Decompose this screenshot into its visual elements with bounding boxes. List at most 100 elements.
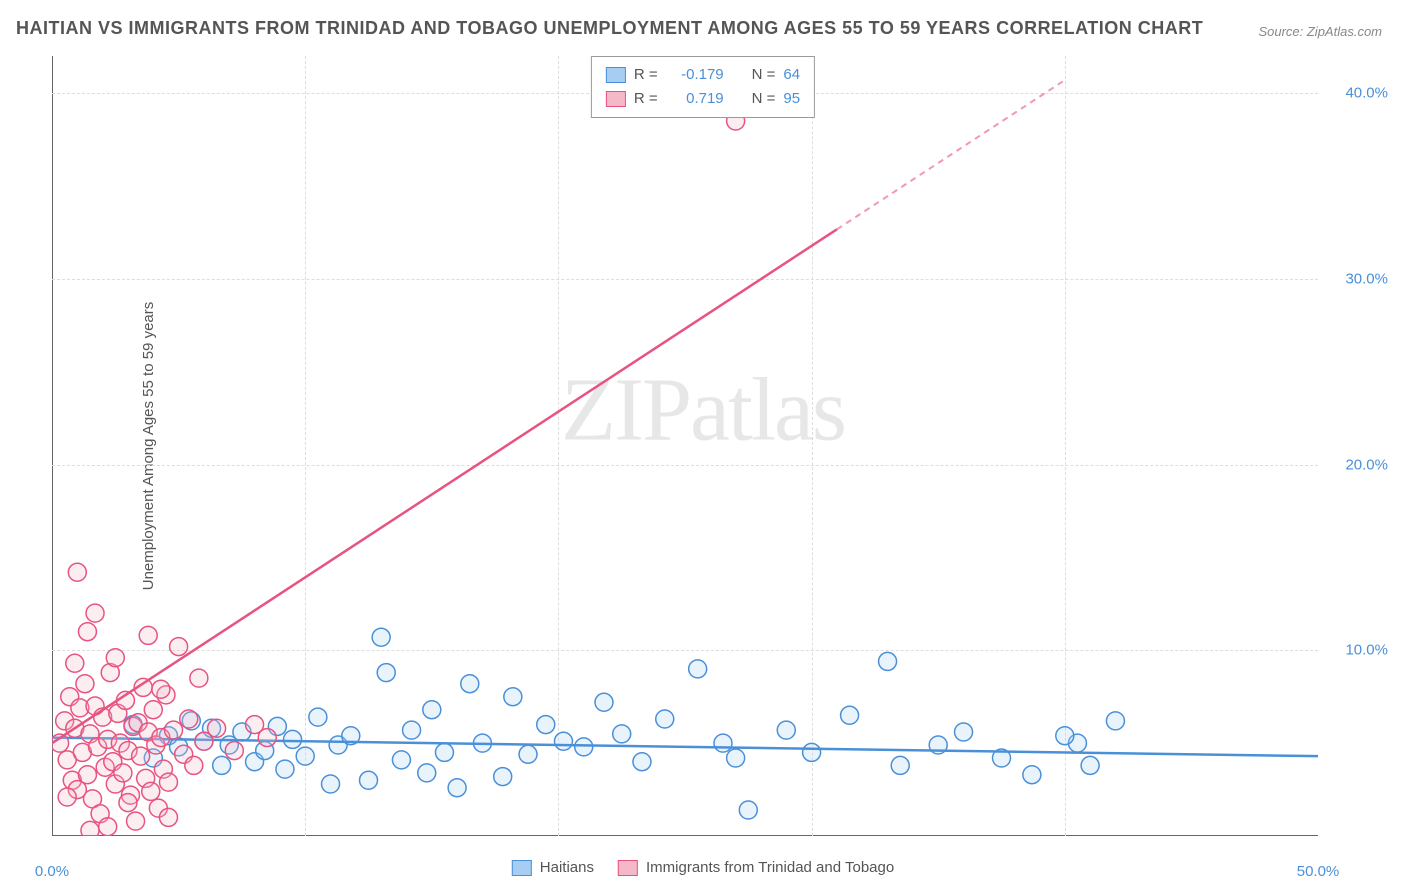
legend-r-value: 0.719 [666,87,724,111]
data-point [296,747,314,765]
data-point [68,563,86,581]
data-point [448,779,466,797]
data-point [142,782,160,800]
data-point [777,721,795,739]
data-point [519,745,537,763]
data-point [1106,712,1124,730]
data-point [208,719,226,737]
data-point [595,693,613,711]
data-point [119,794,137,812]
data-point [99,818,117,836]
data-point [127,812,145,830]
data-point [955,723,973,741]
data-point [656,710,674,728]
data-point [309,708,327,726]
x-tick-label: 0.0% [35,863,69,880]
legend-n-label: N = [752,63,776,87]
data-point [714,734,732,752]
data-point [78,766,96,784]
legend-swatch [606,67,626,83]
data-point [727,749,745,767]
data-point [139,626,157,644]
chart-title: HAITIAN VS IMMIGRANTS FROM TRINIDAD AND … [16,18,1203,39]
y-tick-label: 10.0% [1345,642,1388,659]
data-point [423,701,441,719]
source-attribution: Source: ZipAtlas.com [1258,24,1382,39]
data-point [891,756,909,774]
data-point [58,788,76,806]
data-point [322,775,340,793]
data-point [575,738,593,756]
data-point [78,623,96,641]
legend-n-label: N = [752,87,776,111]
data-point [739,801,757,819]
data-point [494,768,512,786]
data-point [1023,766,1041,784]
legend-swatch [606,91,626,107]
data-point [1056,727,1074,745]
data-point [392,751,410,769]
data-point [159,808,177,826]
data-point [879,652,897,670]
legend-swatch [618,860,638,876]
legend-n-value: 95 [783,87,800,111]
legend-r-label: R = [634,87,658,111]
data-point [841,706,859,724]
data-point [689,660,707,678]
data-point [258,729,276,747]
data-point [276,760,294,778]
legend-label: Immigrants from Trinidad and Tobago [646,859,894,876]
data-point [165,721,183,739]
data-point [372,628,390,646]
data-point [504,688,522,706]
data-point [435,743,453,761]
legend-n-value: 64 [783,63,800,87]
data-point [185,756,203,774]
legend-row: R = 0.719 N = 95 [606,87,800,111]
data-point [377,664,395,682]
data-point [418,764,436,782]
trend-line [52,229,837,743]
y-tick-label: 40.0% [1345,85,1388,102]
data-point [1081,756,1099,774]
data-point [170,638,188,656]
data-point [633,753,651,771]
data-point [159,773,177,791]
data-point [152,680,170,698]
y-tick-label: 20.0% [1345,456,1388,473]
legend-r-value: -0.179 [666,63,724,87]
legend-r-label: R = [634,63,658,87]
chart-area [52,56,1318,836]
x-tick-label: 50.0% [1297,863,1340,880]
data-point [225,742,243,760]
y-tick-label: 30.0% [1345,270,1388,287]
trend-line-extrapolated [837,80,1065,229]
data-point [144,701,162,719]
legend-label: Haitians [540,859,594,876]
data-point [190,669,208,687]
data-point [360,771,378,789]
legend-item: Immigrants from Trinidad and Tobago [618,859,894,876]
legend-row: R = -0.179 N = 64 [606,63,800,87]
legend-swatch [512,860,532,876]
data-point [114,764,132,782]
data-point [284,730,302,748]
data-point [180,710,198,728]
data-point [81,821,99,836]
data-point [461,675,479,693]
data-point [403,721,421,739]
data-point [106,649,124,667]
scatter-plot [52,56,1318,836]
correlation-legend: R = -0.179 N = 64 R = 0.719 N = 95 [591,56,815,118]
legend-item: Haitians [512,859,594,876]
data-point [86,604,104,622]
data-point [76,675,94,693]
data-point [537,716,555,734]
data-point [66,654,84,672]
data-point [803,743,821,761]
data-point [213,756,231,774]
data-point [554,732,572,750]
series-legend: Haitians Immigrants from Trinidad and To… [512,859,894,876]
data-point [613,725,631,743]
data-point [132,747,150,765]
